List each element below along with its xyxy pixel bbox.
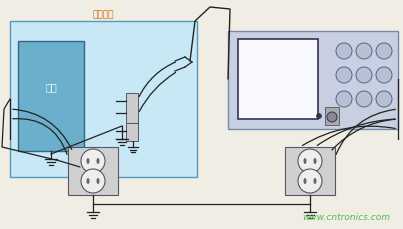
Circle shape [327,112,337,123]
Circle shape [298,169,322,193]
Circle shape [376,92,392,108]
Circle shape [356,92,372,108]
Circle shape [316,114,322,119]
Circle shape [376,44,392,60]
Circle shape [376,68,392,84]
Circle shape [356,44,372,60]
Bar [325,108,339,125]
Text: 被测器件: 被测器件 [93,10,114,19]
Bar [228,32,398,129]
Bar [285,147,335,195]
Circle shape [81,149,105,173]
Bar [238,40,318,120]
Circle shape [356,68,372,84]
Circle shape [336,92,352,108]
Text: www.cntronics.com: www.cntronics.com [302,212,390,221]
Ellipse shape [303,158,307,164]
Ellipse shape [87,158,89,164]
Bar [126,94,138,123]
Ellipse shape [87,178,89,184]
Ellipse shape [303,178,307,184]
Ellipse shape [96,178,100,184]
Circle shape [81,169,105,193]
Bar [68,147,118,195]
Bar [10,22,197,177]
Bar [18,42,84,151]
Ellipse shape [314,178,316,184]
Ellipse shape [314,158,316,164]
Circle shape [298,149,322,173]
Ellipse shape [96,158,100,164]
Text: 电源: 电源 [45,82,57,92]
Bar [126,123,138,141]
Circle shape [336,44,352,60]
Circle shape [336,68,352,84]
